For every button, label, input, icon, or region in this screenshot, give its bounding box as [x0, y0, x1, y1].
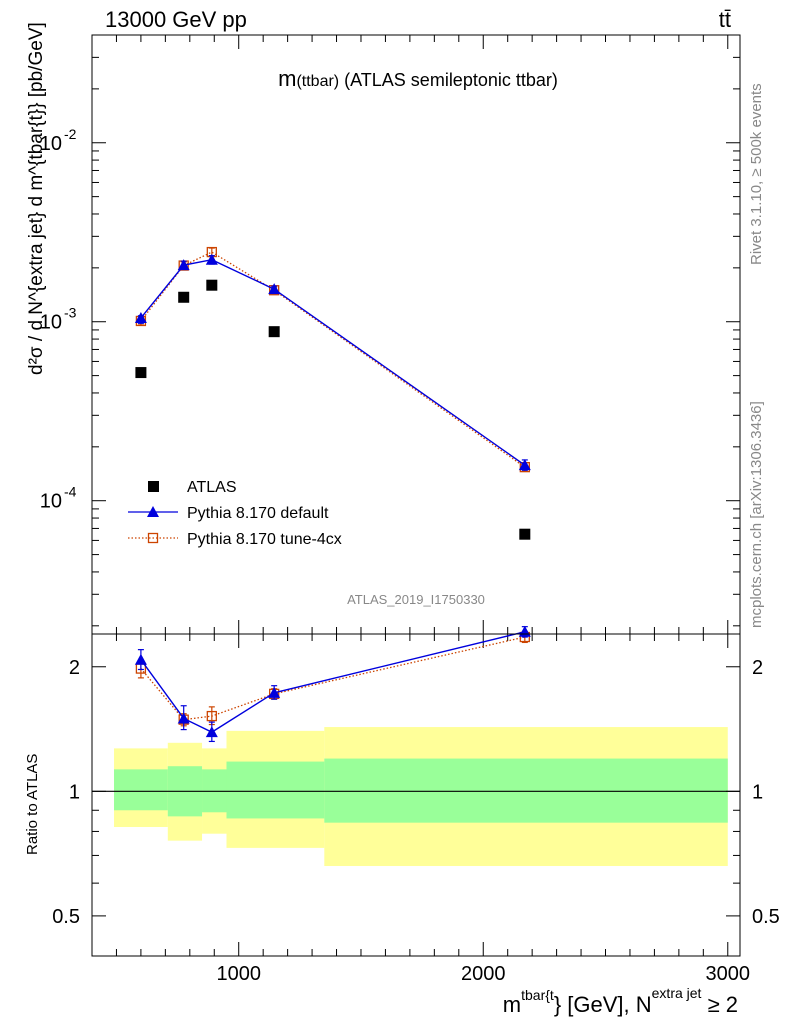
legend-atlas-label: ATLAS — [187, 479, 237, 496]
source-label: mcplots.cern.ch [arXiv:1306.3436] — [748, 401, 765, 628]
uncertainty-band-inner-4 — [324, 758, 728, 823]
y-tick-label-exp: -2 — [64, 126, 77, 142]
legend-tune-label: Pythia 8.170 tune-4cx — [187, 531, 342, 548]
analysis-id: ATLAS_2019_I1750330 — [347, 592, 485, 607]
ratio-y-tick-label-right: 0.5 — [752, 906, 780, 928]
default-point — [177, 259, 190, 271]
ratio-ylabel: Ratio to ATLAS — [24, 754, 41, 855]
y-tick-label-base: 10 — [40, 133, 62, 155]
x-axis-label: mtbar{t} [GeV], Nextra jet ≥ 2 — [503, 985, 738, 1017]
uncertainty-band-inner-3 — [226, 761, 325, 819]
plot-title-rest: (ATLAS semileptonic ttbar) — [339, 70, 558, 90]
legend: ATLAS Pythia 8.170 default Pythia 8.170 … — [128, 479, 342, 548]
plot-title-m: m — [278, 66, 296, 91]
y-tick-label-base: 10 — [40, 312, 62, 334]
legend-tune-marker — [147, 532, 159, 544]
x-label-mid: } [GeV], N — [554, 992, 652, 1017]
tune-series-line — [140, 251, 526, 468]
default-point — [518, 459, 531, 471]
y-tick-label-exp: -4 — [64, 484, 77, 500]
atlas-point — [519, 528, 531, 540]
x-label-sup1: tbar{t — [521, 987, 554, 1003]
default-point — [205, 726, 218, 738]
x-tick-label: 2000 — [461, 963, 506, 985]
energy-label: 13000 GeV pp — [105, 7, 247, 32]
main-ylabel: d²σ / d N^{extra jet} d m^{tbar{t}} [pb/… — [26, 22, 47, 375]
atlas-point — [178, 291, 190, 303]
y-tick-label: 10 — [40, 491, 62, 513]
legend-default-marker — [147, 506, 159, 517]
default-point — [205, 253, 218, 265]
ratio-y-tick-label-right: 1 — [752, 781, 763, 803]
ratio-y-tick-label: 1 — [69, 781, 80, 803]
process-label: tt̄ — [719, 7, 731, 32]
default-point — [134, 311, 147, 323]
x-tick-label: 1000 — [216, 963, 261, 985]
main-plot-area: 10-210-310-4 — [40, 34, 740, 634]
default-series-line — [140, 259, 526, 466]
ratio-y-tick-label: 2 — [69, 657, 80, 679]
x-label-sup2: extra jet — [652, 985, 702, 1001]
default-point — [268, 686, 281, 698]
default-point — [134, 653, 147, 665]
default-series-line — [140, 631, 525, 733]
default-point — [177, 712, 190, 724]
x-label-m: m — [503, 992, 521, 1017]
ratio-y-tick-label-right: 2 — [752, 657, 763, 679]
ratio-y-tick-label: 0.5 — [52, 906, 80, 928]
tune-point — [206, 710, 217, 722]
ratio-frame — [91, 633, 741, 957]
plot-title: m(ttbar) (ATLAS semileptonic ttbar) — [278, 66, 558, 91]
x-tick-label: 3000 — [706, 963, 751, 985]
default-point — [518, 625, 531, 637]
atlas-point — [268, 326, 280, 338]
plot-title-sub: (ttbar) — [296, 73, 339, 90]
y-tick-label: 10 — [40, 133, 62, 155]
uncertainty-band-inner-0 — [114, 769, 168, 811]
y-tick-label-exp: -3 — [64, 305, 77, 321]
y-tick-label: 10 — [40, 312, 62, 334]
legend-atlas-marker — [148, 481, 159, 492]
ratio-plot-area: 1000 2000 3000 2 2 1 1 0.5 0.5 — [52, 625, 780, 985]
atlas-point — [135, 367, 147, 379]
atlas-point — [206, 279, 218, 291]
rivet-label: Rivet 3.1.10, ≥ 500k events — [748, 83, 765, 265]
default-point — [268, 283, 281, 295]
legend-default-label: Pythia 8.170 default — [187, 505, 329, 522]
x-label-end: ≥ 2 — [701, 992, 738, 1017]
y-tick-label-base: 10 — [40, 491, 62, 513]
